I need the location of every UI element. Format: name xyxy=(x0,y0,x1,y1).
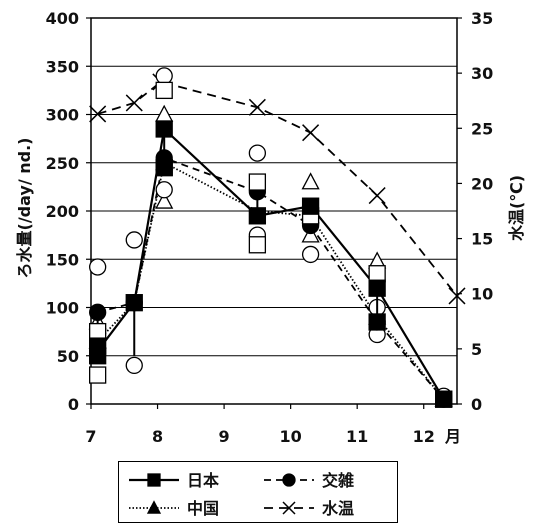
series-日本 xyxy=(89,81,453,408)
series-line xyxy=(97,156,445,400)
y-right-tick-label: 25 xyxy=(471,119,493,138)
y-left-tick-label: 400 xyxy=(46,9,79,28)
legend-item-中国: 中国 xyxy=(129,499,219,518)
open-triangle-marker xyxy=(301,225,320,243)
x-tick-label: 11 xyxy=(346,427,368,446)
x-marker-stroke xyxy=(248,98,266,116)
y-right-tick-label: 15 xyxy=(471,230,493,249)
square-marker xyxy=(147,473,161,487)
y-right-tick-label: 5 xyxy=(471,340,482,359)
y-right-tick-label: 20 xyxy=(471,174,493,193)
y-right-tick-label: 30 xyxy=(471,64,493,83)
y-left-tick-label: 50 xyxy=(57,347,79,366)
square-marker xyxy=(435,390,453,408)
open-square-marker xyxy=(89,366,107,384)
x-tick-label: 7 xyxy=(85,427,96,446)
x-tick-label: 10 xyxy=(280,427,302,446)
y-left-tick-label: 150 xyxy=(46,250,79,269)
series-交雑 xyxy=(89,67,453,408)
square-marker xyxy=(248,207,267,225)
x-marker xyxy=(89,105,107,123)
open-circle-marker xyxy=(248,144,267,162)
open-circle-marker xyxy=(89,258,107,276)
legend-label: 交雑 xyxy=(322,471,354,490)
x-marker xyxy=(302,124,320,142)
square-marker xyxy=(125,294,143,312)
x-marker-stroke xyxy=(125,94,143,112)
open-square-marker xyxy=(368,265,386,283)
legend-item-日本: 日本 xyxy=(129,471,219,490)
open-square-marker xyxy=(155,81,173,100)
x-tick-label: 9 xyxy=(219,427,230,446)
y-right-tick-label: 35 xyxy=(471,9,493,28)
tick-labels: 0 50 100 150 200 250 300 350 400 0 5 10 15 20 25 30 35 7 8… xyxy=(46,9,494,446)
y-right-tick-label: 0 xyxy=(471,395,482,414)
square-marker xyxy=(155,158,173,177)
y-left-tick-label: 0 xyxy=(68,395,79,414)
open-circle-marker xyxy=(301,245,320,264)
series-layer xyxy=(88,67,466,408)
open-circle-marker xyxy=(125,356,143,375)
x-marker xyxy=(448,287,466,305)
x-tick-label: 12 xyxy=(413,427,435,446)
open-circle-marker xyxy=(155,181,173,199)
square-marker xyxy=(368,279,386,297)
open-circle-marker xyxy=(125,231,143,249)
legend-label: 中国 xyxy=(187,499,219,518)
series-line xyxy=(96,126,445,400)
legend-item-交雑: 交雑 xyxy=(264,471,354,490)
legend-label: 日本 xyxy=(187,471,219,490)
square-marker xyxy=(155,120,173,138)
y-left-tick-label: 100 xyxy=(46,299,79,318)
square-marker xyxy=(89,337,107,355)
x-marker xyxy=(248,98,266,116)
x-marker xyxy=(282,501,296,515)
open-square-marker xyxy=(248,173,267,191)
y-left-tick-label: 200 xyxy=(46,202,79,221)
open-square-marker xyxy=(248,236,267,254)
square-marker xyxy=(301,197,320,215)
grid-lines xyxy=(86,17,462,409)
triangle-marker xyxy=(146,500,162,514)
x-marker-stroke xyxy=(89,105,107,123)
y-left-tick-label: 350 xyxy=(46,57,79,76)
square-marker xyxy=(368,313,386,331)
legend-label: 水温 xyxy=(322,499,354,518)
legend: 日本 交雑中国 水温 xyxy=(118,461,398,523)
open-triangle-marker xyxy=(301,172,320,190)
x-marker-stroke xyxy=(282,501,296,515)
y-left-tick-label: 300 xyxy=(46,106,79,125)
y-left-tick-label: 250 xyxy=(46,154,79,173)
series-水温 xyxy=(89,73,466,305)
circle-marker xyxy=(282,473,296,487)
open-triangle-marker xyxy=(155,191,174,209)
x-marker xyxy=(368,187,386,205)
x-marker xyxy=(125,94,143,112)
x-marker-stroke xyxy=(368,187,386,205)
open-circle-marker xyxy=(155,67,173,85)
x-marker-stroke xyxy=(448,287,466,305)
open-square-marker xyxy=(89,322,107,341)
y-axis-right-title: 水温(℃) xyxy=(507,175,526,241)
x-axis-unit-label: 月 xyxy=(444,427,461,446)
y-right-tick-label: 10 xyxy=(471,285,493,304)
plot-frame xyxy=(90,17,458,405)
x-tick-label: 8 xyxy=(152,427,163,446)
open-triangle-marker xyxy=(155,104,174,122)
y-axis-left-title: ろ水量(/day/ nd.) xyxy=(15,138,34,279)
legend-item-水温: 水温 xyxy=(264,499,354,518)
x-marker-stroke xyxy=(302,124,320,142)
series-line xyxy=(97,161,445,400)
